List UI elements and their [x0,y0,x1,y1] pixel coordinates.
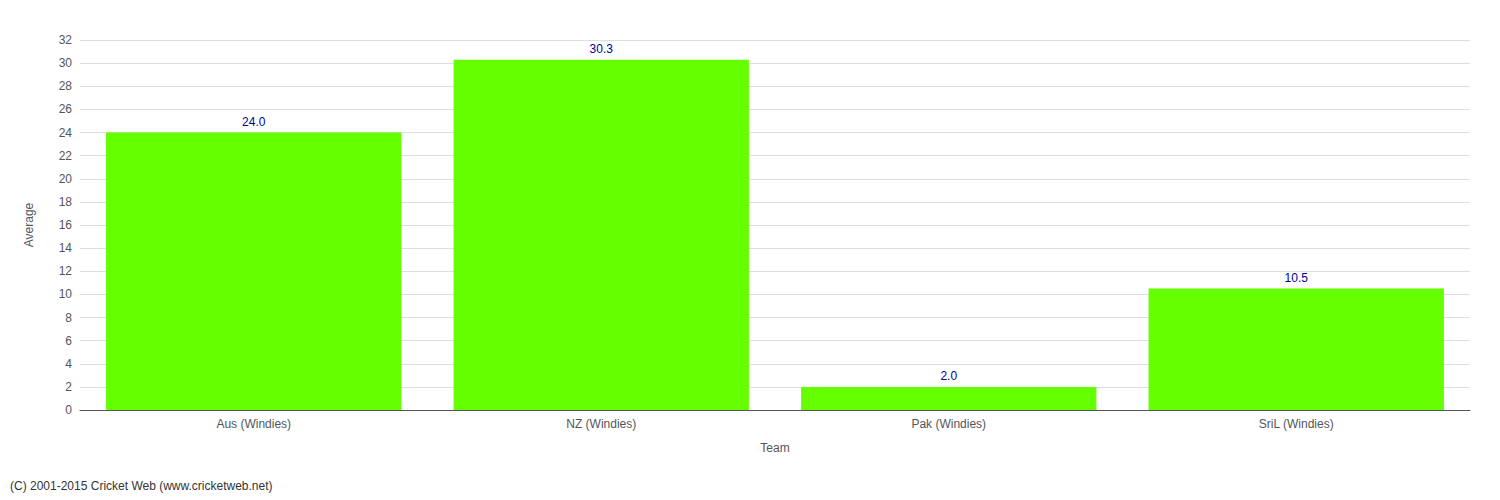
svg-text:6: 6 [65,334,72,348]
svg-text:14: 14 [59,241,73,255]
svg-text:24.0: 24.0 [242,115,266,129]
svg-text:10.5: 10.5 [1285,271,1309,285]
svg-text:22: 22 [59,149,73,163]
svg-text:8: 8 [65,311,72,325]
svg-text:30: 30 [59,56,73,70]
svg-text:16: 16 [59,218,73,232]
svg-text:2: 2 [65,380,72,394]
svg-text:Pak (Windies): Pak (Windies) [911,417,986,431]
svg-text:10: 10 [59,287,73,301]
svg-text:12: 12 [59,264,73,278]
svg-text:24: 24 [59,126,73,140]
svg-text:Aus (Windies): Aus (Windies) [216,417,291,431]
svg-text:4: 4 [65,357,72,371]
svg-text:NZ (Windies): NZ (Windies) [566,417,636,431]
svg-text:26: 26 [59,102,73,116]
svg-text:28: 28 [59,79,73,93]
svg-text:2.0: 2.0 [940,369,957,383]
svg-text:Average: Average [22,202,36,247]
svg-text:20: 20 [59,172,73,186]
svg-text:0: 0 [65,403,72,417]
svg-text:30.3: 30.3 [590,42,614,56]
svg-text:(C) 2001-2015 Cricket Web (www: (C) 2001-2015 Cricket Web (www.cricketwe… [10,479,273,493]
svg-text:32: 32 [59,33,73,47]
svg-text:18: 18 [59,195,73,209]
svg-text:SriL (Windies): SriL (Windies) [1259,417,1334,431]
svg-text:Team: Team [760,441,789,455]
